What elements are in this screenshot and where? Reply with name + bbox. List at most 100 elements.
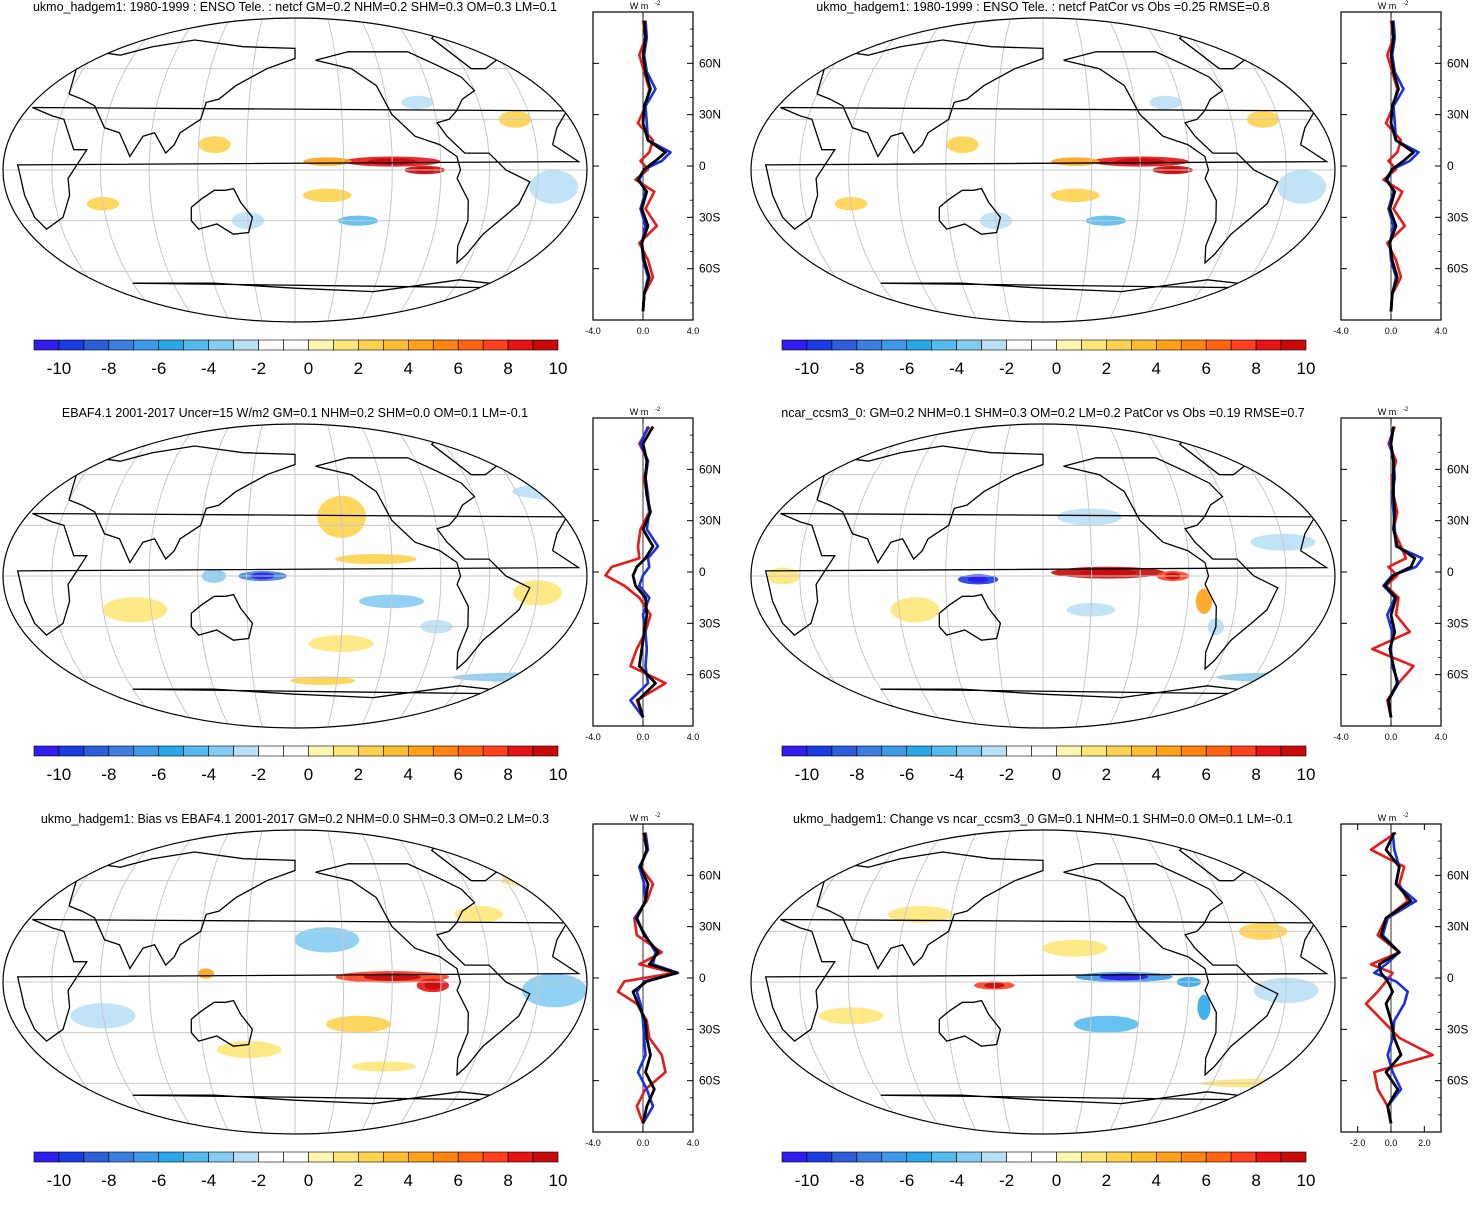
colorbar-swatch <box>457 339 484 351</box>
colorbar-swatch <box>58 745 85 757</box>
colorbar-swatch <box>333 745 359 757</box>
lat-label: 30N <box>1447 514 1469 528</box>
longitude-line <box>51 424 133 728</box>
colorbar-swatch <box>931 745 957 757</box>
coastline <box>938 593 1002 641</box>
colorbar-label: -2 <box>251 1171 266 1190</box>
longitude-line <box>1107 424 1141 728</box>
colorbar-swatch <box>956 339 982 351</box>
colorbar-swatch <box>1006 339 1032 351</box>
colorbar-swatch <box>158 339 185 351</box>
colorbar-label: -8 <box>101 765 116 784</box>
map-field <box>3 18 587 322</box>
zonal-series-obs <box>1372 832 1418 1124</box>
colorbar-swatch <box>1106 1151 1132 1163</box>
colorbar-label: -10 <box>795 1171 820 1190</box>
lat-label: 60S <box>1447 668 1468 682</box>
colorbar-swatch <box>1106 745 1132 757</box>
longitude-line <box>847 424 913 728</box>
colorbar-swatch <box>1031 339 1057 351</box>
colorbar-label: -6 <box>899 359 914 378</box>
colorbar-swatch <box>981 1151 1007 1163</box>
longitude-line <box>425 830 491 1134</box>
coastline <box>16 106 581 230</box>
x-tick-label: -4.0 <box>585 1138 601 1148</box>
colorbar-swatch <box>906 1151 933 1163</box>
colorbar-label: -2 <box>251 359 266 378</box>
x-tick-label: -4.0 <box>1333 326 1349 336</box>
zonal-series-diff <box>1384 20 1415 312</box>
x-tick-label: -4.0 <box>1333 732 1349 742</box>
colorbar-swatch <box>806 339 833 351</box>
colorbar-label: -10 <box>47 1171 72 1190</box>
colorbar-label: 0 <box>304 1171 313 1190</box>
map-border <box>2 829 588 1135</box>
colorbar-swatch <box>1031 1151 1057 1163</box>
longitude-line <box>1075 18 1093 322</box>
colorbar-label: 2 <box>354 1171 363 1190</box>
colorbar-swatch <box>1155 745 1182 757</box>
longitude-line <box>327 18 345 322</box>
anomaly-region <box>401 95 434 110</box>
colorbar-swatch <box>956 1151 982 1163</box>
colorbar-swatch <box>1006 745 1032 757</box>
coastline <box>938 187 1002 235</box>
colorbar-swatch <box>1255 745 1282 757</box>
longitude-line <box>51 830 133 1134</box>
units-exponent: -2 <box>1403 1 1409 7</box>
anomaly-region <box>102 597 168 623</box>
coastlines <box>16 842 581 1105</box>
lat-label: 60S <box>1447 1074 1468 1088</box>
colorbar-label: 0 <box>1052 359 1061 378</box>
anomaly-region <box>335 554 417 565</box>
anomaly-region <box>198 136 231 154</box>
colorbar-label: 6 <box>1201 1171 1210 1190</box>
lat-label: 30N <box>1447 920 1469 934</box>
longitude-line <box>327 424 345 728</box>
colorbar-swatch <box>457 745 484 757</box>
panel-title: ukmo_hadgem1: Change vs ncar_ccsm3_0 GM=… <box>793 812 1293 826</box>
colorbar-swatch <box>532 1151 559 1163</box>
colorbar-label: -4 <box>949 1171 964 1190</box>
colorbar-swatch <box>1280 745 1307 757</box>
colorbar-label: -4 <box>201 765 216 784</box>
zonal-series-model <box>616 832 676 1124</box>
units-label: W m <box>630 813 649 823</box>
colorbar-swatch <box>308 1151 334 1163</box>
lat-label: 30S <box>1447 1022 1468 1036</box>
map-border <box>750 17 1336 323</box>
map-field <box>3 424 587 728</box>
longitude-line <box>1075 424 1093 728</box>
map-border <box>750 829 1336 1135</box>
colorbar-label: 8 <box>1251 765 1260 784</box>
panel-title: EBAF4.1 2001-2017 Uncer=15 W/m2 GM=0.1 N… <box>61 406 529 420</box>
colorbar-swatch <box>781 745 808 757</box>
colorbar-label: -10 <box>795 359 820 378</box>
x-tick-label: -2.0 <box>1350 1138 1366 1148</box>
coastline <box>190 187 254 235</box>
colorbar-swatch <box>1155 1151 1182 1163</box>
longitude-line <box>359 18 393 322</box>
colorbar-label: 4 <box>1152 765 1161 784</box>
anomaly-region <box>326 1015 391 1033</box>
colorbar-swatch <box>33 339 60 351</box>
lat-label: 0 <box>1447 971 1454 985</box>
coastline <box>315 51 531 265</box>
colorbar-swatch <box>283 339 309 351</box>
coastline <box>190 999 254 1047</box>
longitude-line <box>1075 830 1093 1134</box>
colorbar-swatch <box>482 339 509 351</box>
panel-4: ncar_ccsm3_0: GM=0.2 NHM=0.1 SHM=0.3 OM=… <box>748 406 1483 801</box>
units-label: W m <box>1378 1 1397 11</box>
colorbar-swatch <box>1230 339 1257 351</box>
map-field <box>751 18 1335 322</box>
longitude-line <box>148 830 198 1134</box>
colorbar-label: 10 <box>1297 765 1316 784</box>
longitude-line <box>148 18 198 322</box>
x-tick-label: 0.0 <box>637 326 650 336</box>
anomaly-region <box>529 170 579 204</box>
colorbar-swatch <box>1031 745 1057 757</box>
colorbar-label: 4 <box>404 765 413 784</box>
panel-3: EBAF4.1 2001-2017 Uncer=15 W/m2 GM=0.1 N… <box>0 406 740 801</box>
colorbar-swatch <box>1006 1151 1032 1163</box>
